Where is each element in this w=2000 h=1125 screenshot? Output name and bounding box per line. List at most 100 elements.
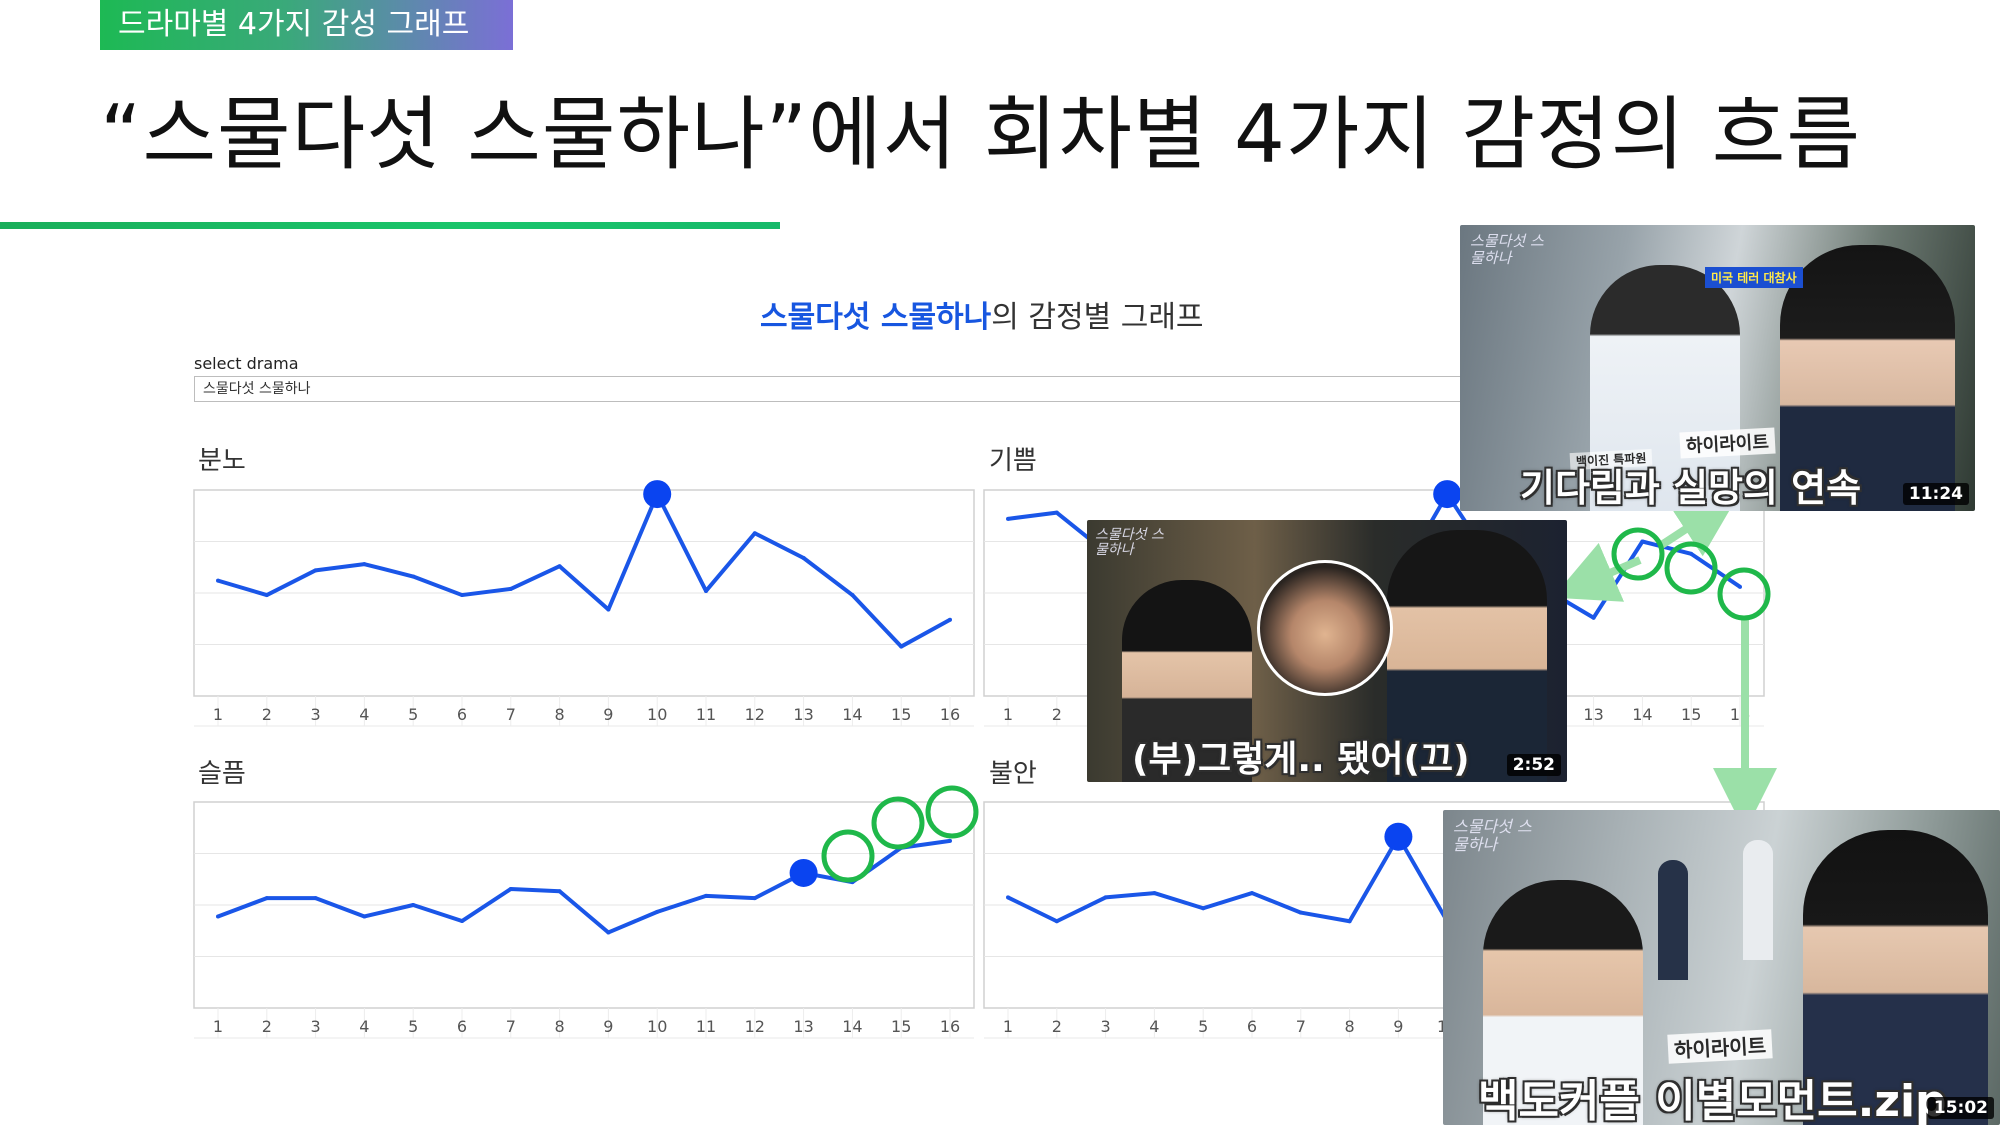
- data-point: [1054, 510, 1059, 515]
- chart-sadness: 1 2 3 4 5 6 7 8 9 10 11 12 13 14 15 16: [193, 801, 975, 1039]
- chart-title-anger: 분노: [198, 446, 246, 476]
- data-point: [1250, 891, 1254, 896]
- x-tick-label: 9: [603, 705, 613, 724]
- app-title-drama: 스물다섯 스물하나: [760, 300, 992, 335]
- data-point: [899, 644, 904, 649]
- highlight-circle-joy-16: [1717, 567, 1771, 621]
- video-thumbnail-2[interactable]: 스물다섯 스물하나 (부)그렇게.. 됐어(끄) 2:52: [1087, 520, 1567, 782]
- data-point: [1738, 584, 1742, 589]
- x-tick-label: 9: [603, 1017, 613, 1036]
- x-tick-label: 1: [1003, 1017, 1013, 1036]
- data-point: [216, 914, 220, 919]
- drama-select[interactable]: 스물다섯 스물하나: [194, 376, 1494, 402]
- highlight-circle-joy-15: [1664, 541, 1718, 595]
- x-tick-label: 1: [213, 1017, 223, 1036]
- video-subtitle: 하이라이트: [1679, 427, 1776, 459]
- data-point: [216, 578, 220, 583]
- x-tick-label: 12: [745, 705, 765, 724]
- app-title: 스물다섯 스물하나의 감정별 그래프: [760, 292, 1204, 336]
- data-point: [948, 617, 952, 622]
- video-caption: 기다림과 실망의 연속: [1520, 466, 1862, 510]
- drama-logo: 스물다섯 스물하나: [1470, 232, 1544, 267]
- divider-rule: [0, 222, 780, 229]
- x-tick-label: 5: [408, 1017, 418, 1036]
- video-subtitle: 하이라이트: [1667, 1029, 1773, 1064]
- data-point: [557, 564, 562, 569]
- x-tick-label: 4: [1149, 1017, 1159, 1036]
- chart-title-sadness: 슬픔: [198, 759, 246, 789]
- x-tick-label: 5: [1198, 1017, 1208, 1036]
- x-tick-label: 2: [262, 1017, 272, 1036]
- data-point: [801, 555, 806, 560]
- x-tick-label: 16: [940, 705, 960, 724]
- x-tick-label: 15: [891, 705, 911, 724]
- video-caption: (부)그렇게.. 됐어(끄): [1132, 739, 1470, 780]
- data-point: [362, 914, 367, 919]
- data-point: [655, 909, 660, 914]
- person-figure: [1803, 830, 1988, 1125]
- x-tick-label: 4: [359, 1017, 369, 1036]
- data-point: [752, 531, 757, 536]
- chart-title-anxiety: 불안: [989, 759, 1037, 789]
- data-point: [704, 588, 708, 593]
- peak-marker: [643, 480, 672, 509]
- x-tick-label: 10: [647, 1017, 667, 1036]
- person-figure: [1743, 840, 1773, 960]
- data-point: [508, 586, 513, 591]
- chart-anger: 1 2 3 4 5 6 7 8 9 10 11 12 13 14 15 16: [193, 480, 975, 727]
- section-tag: 드라마별 4가지 감성 그래프: [100, 0, 513, 50]
- data-point: [411, 574, 416, 579]
- chart-title-joy: 기쁨: [989, 446, 1037, 476]
- x-tick-label: 14: [842, 1017, 862, 1036]
- x-tick-label: 9: [1393, 1017, 1403, 1036]
- video-duration: 15:02: [1927, 1097, 1994, 1119]
- data-point: [752, 896, 757, 901]
- person-figure: [1122, 580, 1252, 782]
- data-point: [1152, 891, 1157, 896]
- peak-marker: [1433, 480, 1462, 509]
- video-caption: 백도커플 이별모먼트.zip: [1478, 1076, 1947, 1125]
- x-tick-label: 4: [359, 705, 369, 724]
- data-point: [1006, 895, 1010, 900]
- x-tick-label: 7: [1296, 1017, 1306, 1036]
- series-line: [217, 838, 951, 935]
- series-line: [217, 492, 951, 649]
- data-point: [411, 903, 416, 907]
- x-tick-label: 16: [940, 1017, 960, 1036]
- peak-marker: [789, 858, 818, 887]
- highlight-circle-sad-16: [925, 785, 979, 839]
- select-label: select drama: [194, 354, 299, 373]
- drama-logo: 스물다섯 스물하나: [1095, 527, 1164, 559]
- x-tick-label: 10: [647, 705, 667, 724]
- data-point: [264, 593, 269, 598]
- video-duration: 11:24: [1902, 483, 1969, 505]
- data-point: [460, 919, 464, 924]
- x-tick-label: 6: [457, 1017, 467, 1036]
- page-headline: “스물다섯 스물하나”에서 회차별 4가지 감정의 흐름: [100, 88, 1861, 181]
- data-point: [1201, 906, 1206, 911]
- highlight-circle-sad-15: [871, 796, 925, 850]
- data-point: [362, 562, 367, 567]
- x-tick-label: 12: [745, 1017, 765, 1036]
- data-point: [313, 896, 318, 901]
- zoom-inset: [1257, 560, 1393, 696]
- data-point: [1591, 615, 1596, 620]
- person-figure: [1780, 245, 1955, 511]
- video-thumbnail-1[interactable]: 미국 테러 대참사 스물다섯 스물하나 하이라이트 백이진 특파원 기다림과 실…: [1460, 225, 1975, 511]
- data-point: [1103, 895, 1108, 900]
- highlight-circle-joy-14: [1611, 527, 1665, 581]
- x-tick-label: 5: [408, 705, 418, 724]
- x-tick-label: 2: [262, 705, 272, 724]
- data-point: [1054, 919, 1059, 924]
- video-thumbnail-3[interactable]: 스물다섯 스물하나 하이라이트 백도커플 이별모먼트.zip 15:02: [1443, 810, 2000, 1125]
- data-point: [606, 930, 611, 935]
- drama-logo: 스물다섯 스물하나: [1453, 817, 1532, 854]
- x-tick-label: 8: [555, 705, 565, 724]
- data-point: [1640, 539, 1645, 544]
- x-tick-label: 6: [457, 705, 467, 724]
- x-tick-label: 15: [1681, 705, 1701, 724]
- x-tick-label: 1: [1003, 705, 1013, 724]
- x-tick-label: 3: [1101, 1017, 1111, 1036]
- x-tick-label: 14: [842, 705, 862, 724]
